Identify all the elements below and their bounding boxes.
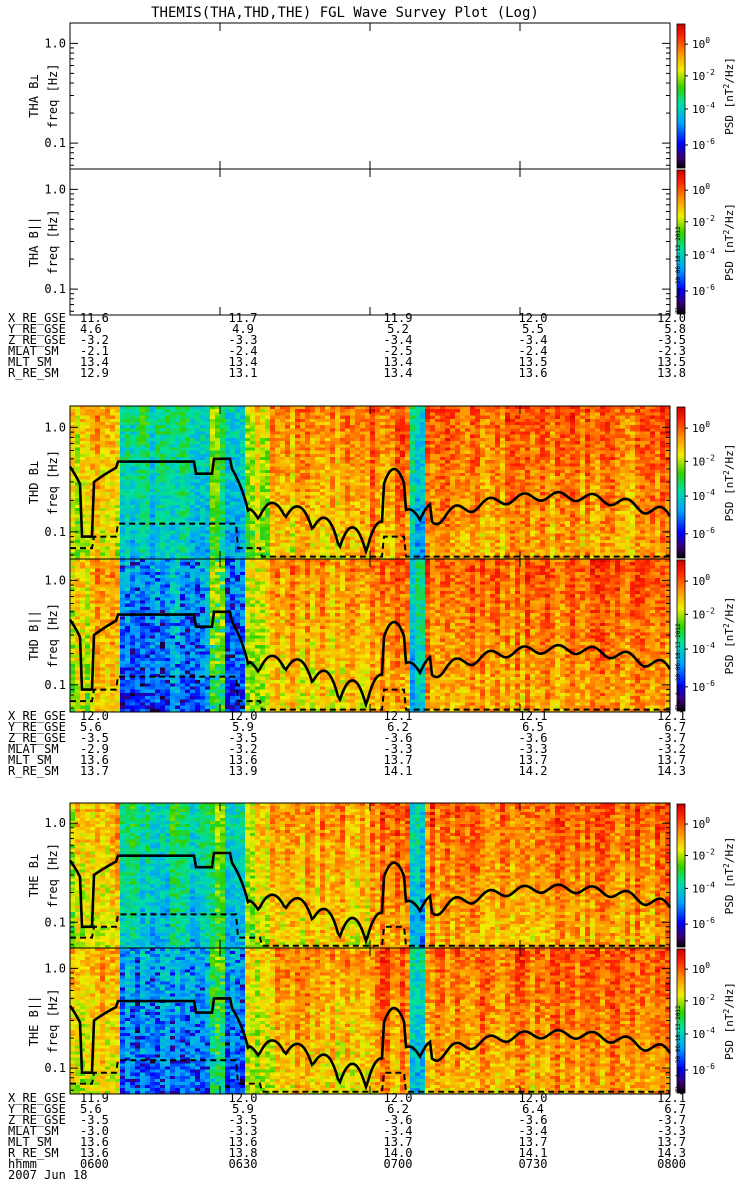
ephemeris-value: 13.1 — [229, 366, 258, 380]
ephemeris-value: 14.2 — [519, 764, 548, 778]
colorbar — [677, 804, 685, 947]
timestamp-stamp: Thu Aug 30 06:18:13 2012 — [675, 1005, 682, 1092]
colorbar-tick-label: 10-2 — [692, 606, 715, 621]
colorbar-tick-label: 10-4 — [692, 1026, 715, 1041]
plot-title: THEMIS(THA,THD,THE) FGL Wave Survey Plot… — [151, 5, 539, 21]
y-tick-label: 0.1 — [44, 136, 66, 150]
colorbar-tick-label: 10-4 — [692, 247, 715, 262]
ephemeris-the: X_RE_GSE 11.9 12.0 12.0 12.0 12.1Y_RE_GSE 5.6 5… — [8, 1091, 686, 1160]
ephemeris-tha: X_RE_GSE 11.6 11.7 11.9 12.0 12.0Y_RE_GSE 4.6 4… — [8, 311, 686, 380]
freq-axis-label: freq [Hz] — [46, 63, 60, 128]
ephemeris-value: 13.4 — [384, 366, 413, 380]
ephemeris-value: 13.8 — [657, 366, 686, 380]
ephemeris-value: 12.9 — [80, 366, 109, 380]
y-tick-label: 1.0 — [44, 573, 66, 587]
colorbar-tick-label: 10-4 — [692, 101, 715, 116]
spectrogram-panel-4: 0.1 1.0 THD B|| freq [Hz] 100 10-2 10-4 10-6 PSD… — [27, 559, 736, 712]
colorbar-tick-label: 10-4 — [692, 488, 715, 503]
panel-frame — [70, 23, 670, 169]
time-tick-label: 0730 — [519, 1157, 548, 1171]
time-tick-label: 0700 — [384, 1157, 413, 1171]
y-tick-label: 1.0 — [44, 420, 66, 434]
colorbar-tick-label: 10-2 — [692, 214, 715, 229]
y-tick-label: 1.0 — [44, 961, 66, 975]
ephemeris-row-label: R_RE_SM — [8, 366, 59, 380]
freq-axis-label: freq [Hz] — [46, 843, 60, 908]
time-tick-label: 0630 — [229, 1157, 258, 1171]
panel-label: THD B|| — [27, 610, 41, 661]
freq-axis-label: freq [Hz] — [46, 450, 60, 515]
timestamp-stamp: Thu Aug 30 06:18:13 2012 — [675, 623, 682, 710]
ephemeris-value: 13.9 — [229, 764, 258, 778]
panel-label: THD B⊥ — [27, 461, 41, 504]
freq-axis-label: freq [Hz] — [46, 988, 60, 1053]
spectrogram-panel-3: 0.1 1.0 THD B⊥ freq [Hz] 100 10-2 10-4 10-6 PSD … — [27, 406, 736, 559]
colorbar — [677, 407, 685, 558]
panel-label: THE B|| — [27, 996, 41, 1047]
y-tick-label: 1.0 — [44, 816, 66, 830]
y-tick-label: 0.1 — [44, 282, 66, 296]
y-tick-label: 1.0 — [44, 182, 66, 196]
freq-axis-label: freq [Hz] — [46, 209, 60, 274]
spectrogram-panel-5: 0.1 1.0 THE B⊥ freq [Hz] 100 10-2 10-4 10-6 PSD … — [27, 803, 736, 948]
panel-label: THA B⊥ — [27, 74, 41, 117]
spectrogram-panel-6: 0.1 1.0 THE B|| freq [Hz] 100 10-2 10-4 10-6 PSD… — [27, 948, 736, 1094]
colorbar-tick-label: 10-6 — [692, 1062, 715, 1077]
colorbar-tick-label: 10-6 — [692, 916, 715, 931]
y-tick-label: 0.1 — [44, 915, 66, 929]
y-tick-label: 0.1 — [44, 678, 66, 692]
y-tick-label: 0.1 — [44, 525, 66, 539]
y-tick-label: 0.1 — [44, 1061, 66, 1075]
colorbar-tick-label: 10-2 — [692, 847, 715, 862]
timestamp-stamp: Thu Aug 30 06:18:12 2012 — [675, 226, 682, 313]
ephemeris-row-label: R_RE_SM — [8, 764, 59, 778]
spectrogram-panel-1: 0.1 1.0 THA B⊥ freq [Hz] 100 10-2 10-4 10-6 PSD … — [27, 23, 736, 169]
colorbar-tick-label: 100 — [692, 36, 710, 51]
colorbar-tick-label: 10-6 — [692, 137, 715, 152]
panel-frame — [70, 169, 670, 315]
colorbar-tick-label: 100 — [692, 573, 710, 588]
colorbar-tick-label: 100 — [692, 816, 710, 831]
ephemeris-value: 14.1 — [384, 764, 413, 778]
colorbar-tick-label: 10-4 — [692, 880, 715, 895]
panel-label: THE B⊥ — [27, 854, 41, 897]
colorbar-tick-label: 10-6 — [692, 526, 715, 541]
time-tick-label: 0800 — [657, 1157, 686, 1171]
colorbar-tick-label: 100 — [692, 420, 710, 435]
colorbar-tick-label: 10-6 — [692, 283, 715, 298]
panel-label: THA B|| — [27, 217, 41, 268]
colorbar-tick-label: 10-2 — [692, 453, 715, 468]
colorbar-tick-label: 10-4 — [692, 641, 715, 656]
y-tick-label: 1.0 — [44, 36, 66, 50]
colorbar-label: PSD [nT2/Hz] — [722, 982, 736, 1060]
colorbar-label: PSD [nT2/Hz] — [722, 203, 736, 281]
colorbar-tick-label: 10-2 — [692, 68, 715, 83]
spectrogram-panels: 0.1 1.0 THA B⊥ freq [Hz] 100 10-2 10-4 10-6 PSD … — [27, 23, 736, 1094]
date-label: 2007 Jun 18 — [8, 1168, 87, 1182]
colorbar-tick-label: 100 — [692, 961, 710, 976]
colorbar-tick-label: 100 — [692, 182, 710, 197]
freq-axis-label: freq [Hz] — [46, 603, 60, 668]
colorbar-label: PSD [nT2/Hz] — [722, 837, 736, 915]
colorbar-tick-label: 10-6 — [692, 679, 715, 694]
spectrogram-panel-2: 0.1 1.0 THA B|| freq [Hz] 100 10-2 10-4 10-6 PSD… — [27, 169, 736, 315]
colorbar-label: PSD [nT2/Hz] — [722, 57, 736, 135]
colorbar-label: PSD [nT2/Hz] — [722, 444, 736, 522]
colorbar-label: PSD [nT2/Hz] — [722, 597, 736, 675]
wave-survey-figure: THEMIS(THA,THD,THE) FGL Wave Survey Plot… — [0, 0, 750, 1200]
ephemeris-value: 13.7 — [80, 764, 109, 778]
ephemeris-thd: X_RE_GSE 12.0 12.0 12.1 12.1 12.1Y_RE_GSE 5.6 5… — [8, 709, 686, 778]
ephemeris-value: 14.3 — [657, 764, 686, 778]
ephemeris-value: 13.6 — [519, 366, 548, 380]
colorbar-tick-label: 10-2 — [692, 993, 715, 1008]
colorbar — [677, 24, 685, 168]
